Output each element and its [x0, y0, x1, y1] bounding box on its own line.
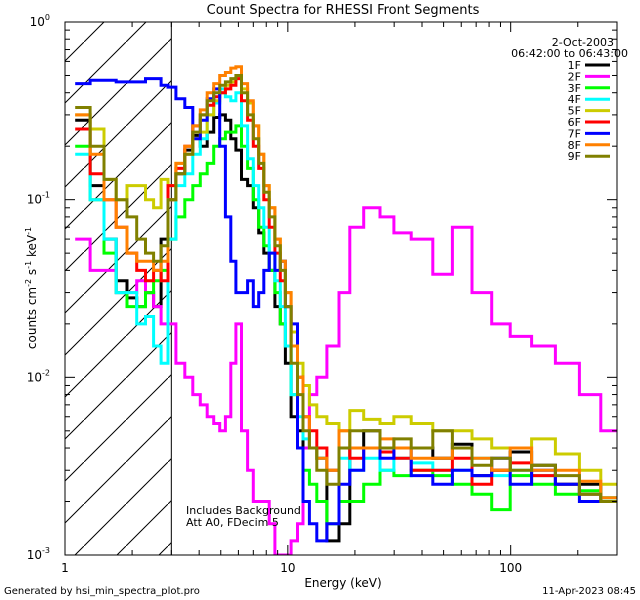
y-tick-exponent: 0 — [45, 13, 50, 22]
y-label-part-4: -1 — [24, 261, 33, 269]
chart-title: Count Spectra for RHESSI Front Segments — [207, 3, 480, 18]
legend-label-1f: 1F — [568, 59, 581, 72]
legend-label-7f: 7F — [568, 127, 581, 140]
x-tick-label: 1 — [61, 561, 69, 575]
y-label-part-6: -1 — [24, 227, 33, 235]
y-tick-base: 10 — [27, 548, 42, 562]
x-tick-label: 10 — [280, 561, 295, 575]
header-time-range: 06:42:00 to 06:43:00 — [511, 47, 628, 60]
y-tick-base: 10 — [30, 15, 45, 29]
annotation-attenuator: Att A0, FDecim 5 — [186, 516, 279, 529]
y-tick-label: 10-2 — [27, 368, 50, 384]
x-axis-label: Energy (keV) — [304, 576, 381, 590]
series-2f-line — [75, 206, 617, 555]
legend-label-4f: 4F — [568, 93, 581, 106]
footer-generated-by: Generated by hsi_min_spectra_plot.pro — [4, 586, 200, 597]
y-tick-exponent: -3 — [42, 546, 50, 555]
series-9f-line — [75, 74, 617, 503]
footer-timestamp: 11-Apr-2023 08:45 — [542, 586, 636, 597]
x-axis-ticks: 1 10 100 — [61, 22, 618, 575]
legend-label-3f: 3F — [568, 82, 581, 95]
y-tick-exponent: -2 — [42, 368, 50, 377]
legend-label-6f: 6F — [568, 116, 581, 129]
y-label-part-3: s — [25, 269, 39, 279]
header-date: 2-Oct-2003 — [552, 36, 614, 49]
y-tick-label: 100 — [30, 13, 50, 29]
y-label-part-1: counts cm — [25, 287, 39, 349]
y-tick-base: 10 — [27, 370, 42, 384]
series-layer — [75, 65, 617, 555]
y-tick-label: 10-1 — [27, 191, 50, 207]
y-label-part-2: -2 — [24, 279, 33, 287]
x-tick-label: 100 — [499, 561, 522, 575]
y-tick-exponent: -1 — [42, 191, 50, 200]
plot-frame — [64, 21, 618, 556]
hatched-region — [65, 22, 172, 555]
annotation-background: Includes Background — [186, 504, 301, 517]
series-7f-line — [75, 77, 617, 543]
legend-label-8f: 8F — [568, 139, 581, 152]
legend-label-2f: 2F — [568, 70, 581, 83]
y-tick-label: 10-3 — [27, 546, 50, 562]
y-axis-label: counts cm-2 s-1 keV-1 — [24, 227, 39, 349]
legend-label-9f: 9F — [568, 150, 581, 163]
y-label-part-5: keV — [25, 234, 39, 261]
y-tick-base: 10 — [27, 193, 42, 207]
legend-label-5f: 5F — [568, 105, 581, 118]
series-8f-line — [75, 65, 617, 500]
